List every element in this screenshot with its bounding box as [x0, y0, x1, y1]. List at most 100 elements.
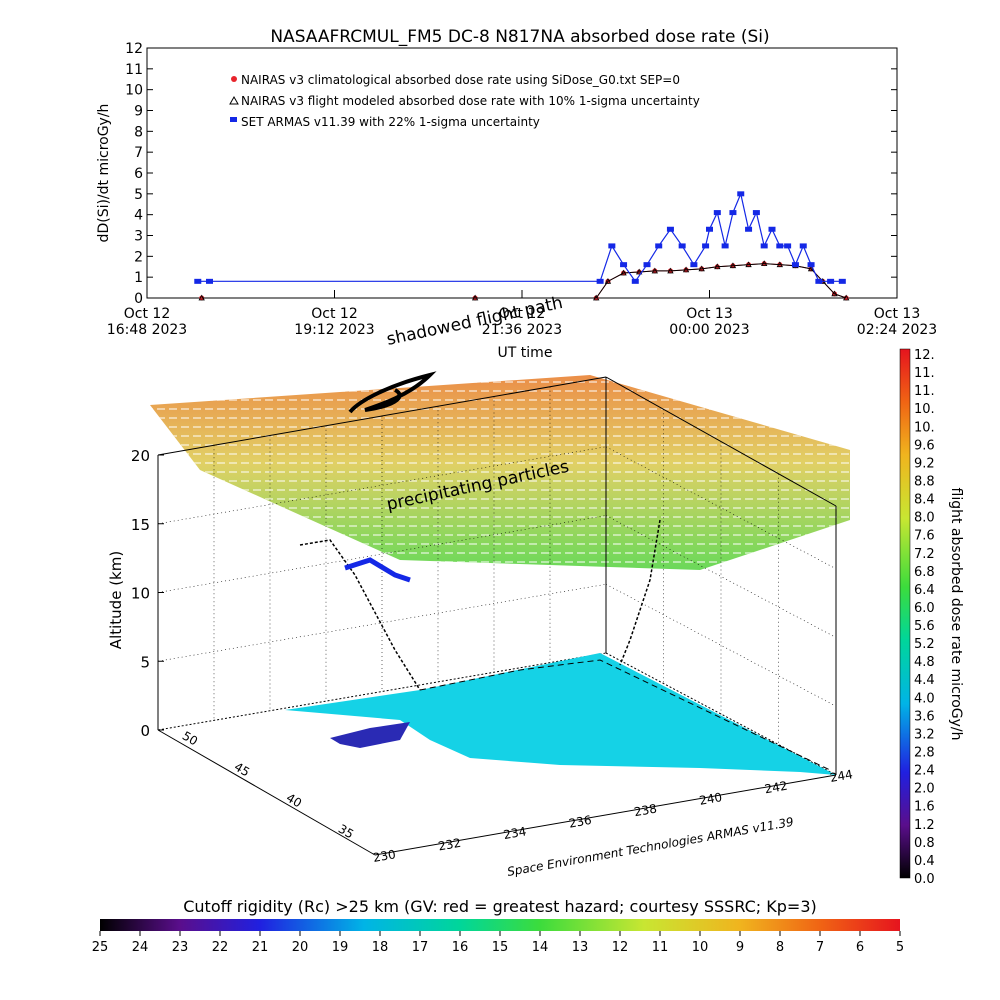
rigidity-tick-label: 17 — [412, 940, 429, 955]
colorbar-tick-label: 4.8 — [914, 655, 935, 670]
data-point-armas — [729, 210, 737, 216]
y-tick-label: 4 — [134, 208, 143, 224]
data-point-flight-modeled — [698, 265, 705, 272]
rigidity-tick-label: 14 — [532, 940, 549, 955]
colorbar-tick-label: 6.0 — [914, 601, 935, 616]
data-point-flight-modeled — [682, 266, 690, 273]
data-point-armas — [194, 278, 202, 284]
rigidity-tick-label: 18 — [372, 940, 389, 955]
data-point-flight-modeled — [776, 261, 783, 268]
rigidity-tick-label: 21 — [252, 940, 269, 955]
x-tick-label-time: 02:24 2023 — [857, 322, 937, 338]
x-tick-label-time: 19:12 2023 — [294, 322, 374, 338]
figure-title: NASAAFRCMUL_FM5 DC-8 N817NA absorbed dos… — [270, 27, 769, 47]
x-tick-label-date: Oct 12 — [311, 306, 357, 322]
colorbar-tick-label: 5.2 — [914, 637, 935, 652]
x-tick-label-time: 16:48 2023 — [107, 322, 187, 338]
colorbar-tick-label: 2.4 — [914, 764, 935, 779]
rigidity-tick-label: 9 — [736, 940, 744, 955]
y-tick-label: 3 — [134, 229, 143, 245]
y-tick-label: 10 — [125, 83, 143, 99]
x-tick-label-date: Oct 13 — [874, 306, 920, 322]
dose-colorbar-label: flight absorbed dose rate microGy/h — [948, 488, 964, 741]
y-tick-label: 9 — [134, 104, 143, 120]
data-point-flight-modeled — [651, 267, 658, 274]
longitude-tick-label: 230 — [372, 847, 397, 865]
data-point-armas — [776, 243, 784, 249]
data-point-flight-modeled — [729, 262, 737, 269]
longitude-tick-label: 232 — [437, 836, 462, 854]
data-point-armas — [737, 191, 745, 197]
legend-label-armas: SET ARMAS v11.39 with 22% 1-sigma uncert… — [241, 115, 540, 129]
altitude-tick-label: 15 — [131, 516, 150, 534]
colorbar-tick-label: 7.6 — [914, 529, 935, 544]
data-point-flight-modeled — [745, 261, 752, 268]
colorbar-tick-label: 8.0 — [914, 511, 935, 526]
data-point-flight-modeled — [636, 268, 643, 275]
data-point-armas — [706, 226, 713, 232]
y-tick-label: 0 — [134, 291, 143, 307]
data-point-flight-modeled — [831, 290, 838, 297]
colorbar-tick-label: 6.4 — [914, 583, 935, 598]
rigidity-tick-label: 20 — [292, 940, 309, 955]
data-point-flight-modeled — [198, 294, 205, 301]
data-point-flight-modeled — [471, 294, 479, 301]
rigidity-tick-label: 22 — [212, 940, 229, 955]
data-point-armas — [596, 278, 604, 284]
series-layer — [194, 191, 850, 301]
dose-colorbar: 12. 11. 11. 10. 10. 9.6 9.2 8.8 8.4 8.0 7.6 7.2 6.8 6… — [899, 348, 964, 887]
data-point-armas — [702, 243, 710, 249]
data-point-armas — [815, 278, 823, 284]
flight-track-ascent — [299, 539, 421, 691]
colorbar-tick-label: 10. — [914, 420, 935, 435]
data-point-armas — [807, 262, 815, 268]
rigidity-tick-label: 10 — [692, 940, 709, 955]
rigidity-colorbar-fill — [100, 919, 900, 931]
data-point-armas — [784, 243, 792, 249]
data-point-flight-modeled — [714, 263, 721, 270]
data-point-armas — [721, 243, 729, 249]
data-point-armas — [768, 226, 776, 232]
colorbar-tick-label: 12. — [914, 348, 935, 363]
x-axis-label: UT time — [498, 345, 553, 361]
grid-line-right-wall — [605, 446, 837, 570]
rigidity-tick-label: 24 — [132, 940, 149, 955]
y-tick-label: 5 — [134, 187, 143, 203]
rigidity-tick-label: 8 — [776, 940, 784, 955]
data-point-armas — [745, 226, 753, 232]
longitude-tick-label: 238 — [633, 801, 658, 819]
x-tick-label-date: Oct 12 — [124, 306, 170, 322]
data-point-armas — [655, 243, 663, 249]
three-d-plot: shadowed flight path precipitating parti… — [107, 293, 854, 879]
altitude-label: Altitude (km) — [107, 551, 125, 649]
y-tick-label: 7 — [134, 145, 143, 161]
data-point-flight-modeled — [593, 294, 600, 301]
rigidity-tick-label: 16 — [452, 940, 469, 955]
y-tick-label: 11 — [125, 62, 143, 78]
longitude-tick-label: 240 — [698, 790, 723, 808]
latitude-tick-label: 40 — [284, 791, 304, 811]
data-point-armas — [206, 278, 213, 284]
data-point-flight-modeled — [604, 278, 612, 284]
altitude-tick-label: 10 — [131, 585, 150, 603]
colorbar-tick-label: 8.4 — [914, 493, 935, 508]
colorbar-tick-label: 1.2 — [914, 818, 935, 833]
rigidity-tick-label: 6 — [856, 940, 864, 955]
colorbar-tick-label: 7.2 — [914, 547, 935, 562]
colorbar-tick-label: 2.0 — [914, 782, 935, 797]
series-line — [197, 191, 843, 283]
data-point-armas — [666, 226, 674, 232]
grid-line-right-wall — [605, 583, 837, 707]
rigidity-tick-label: 15 — [492, 940, 509, 955]
data-point-armas — [678, 243, 686, 249]
rigidity-tick-label: 19 — [332, 940, 349, 955]
data-point-armas — [713, 210, 721, 216]
data-point-flight-modeled — [843, 294, 850, 301]
longitude-tick-label: 244 — [829, 767, 854, 785]
rigidity-tick-label: 11 — [652, 940, 669, 955]
y-tick-label: 12 — [125, 41, 143, 57]
data-point-armas — [752, 210, 760, 216]
altitude-tick-label: 20 — [131, 447, 150, 465]
legend: NAIRAS v3 climatological absorbed dose r… — [229, 73, 700, 129]
